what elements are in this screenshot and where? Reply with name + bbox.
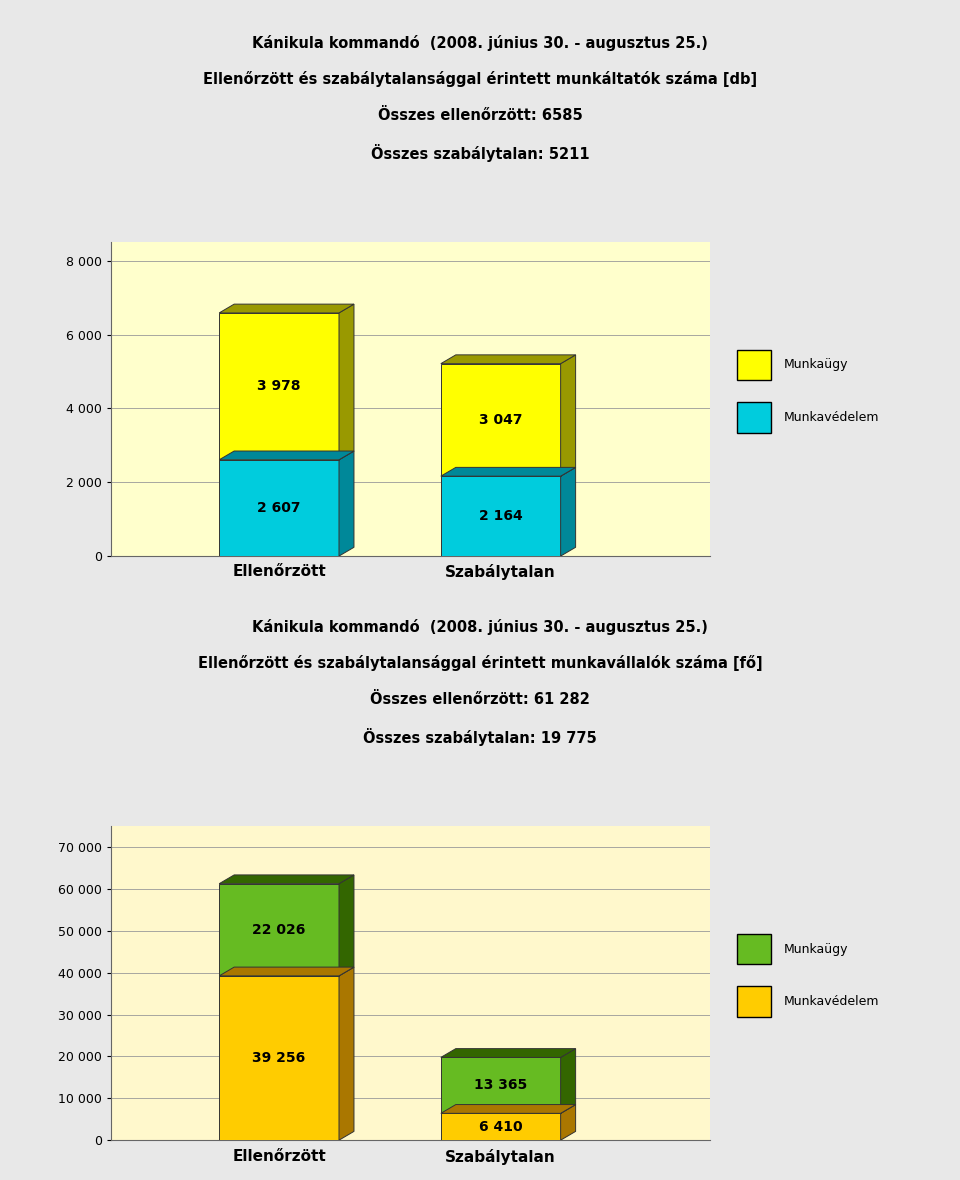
- Text: 6 410: 6 410: [479, 1120, 522, 1134]
- Text: Munkavédelem: Munkavédelem: [783, 411, 879, 424]
- Text: 2 607: 2 607: [257, 502, 300, 514]
- Polygon shape: [219, 451, 354, 460]
- Bar: [736, 933, 771, 964]
- Text: Munkaügy: Munkaügy: [783, 359, 849, 372]
- Bar: [736, 986, 771, 1017]
- Text: Kánikula kommandó  (2008. június 30. - augusztus 25.): Kánikula kommandó (2008. június 30. - au…: [252, 620, 708, 635]
- Text: Munkavédelem: Munkavédelem: [783, 995, 879, 1008]
- Polygon shape: [561, 355, 576, 477]
- Polygon shape: [339, 874, 354, 976]
- Polygon shape: [219, 304, 354, 313]
- Text: Munkaügy: Munkaügy: [783, 943, 849, 956]
- Polygon shape: [441, 355, 576, 363]
- Text: 22 026: 22 026: [252, 923, 306, 937]
- Text: Ellenőrzött és szabálytalansággal érintett munkáltatók száma [db]: Ellenőrzött és szabálytalansággal érinte…: [203, 71, 757, 87]
- Text: Összes ellenőrzött: 61 282: Összes ellenőrzött: 61 282: [370, 691, 590, 707]
- Polygon shape: [339, 304, 354, 460]
- Polygon shape: [219, 874, 354, 884]
- Text: 3 047: 3 047: [479, 413, 522, 427]
- Polygon shape: [339, 451, 354, 556]
- Polygon shape: [339, 968, 354, 1140]
- Bar: [736, 402, 771, 433]
- Polygon shape: [561, 1104, 576, 1140]
- Polygon shape: [441, 1104, 576, 1114]
- Text: 2 164: 2 164: [479, 509, 522, 523]
- Polygon shape: [441, 1049, 576, 1057]
- Text: Kánikula kommandó  (2008. június 30. - augusztus 25.): Kánikula kommandó (2008. június 30. - au…: [252, 34, 708, 51]
- Bar: [441, 477, 561, 556]
- Bar: [441, 363, 561, 477]
- Bar: [441, 1114, 561, 1140]
- Bar: [219, 976, 339, 1140]
- Text: 39 256: 39 256: [252, 1051, 305, 1066]
- Bar: [219, 460, 339, 556]
- Text: Összes szabálytalan: 5211: Összes szabálytalan: 5211: [371, 144, 589, 162]
- Bar: [219, 884, 339, 976]
- Bar: [736, 349, 771, 380]
- Polygon shape: [219, 968, 354, 976]
- Bar: [219, 313, 339, 460]
- Text: Összes szabálytalan: 19 775: Összes szabálytalan: 19 775: [363, 728, 597, 746]
- Polygon shape: [441, 467, 576, 477]
- Text: 3 978: 3 978: [257, 379, 300, 393]
- Polygon shape: [561, 467, 576, 556]
- Bar: [441, 1057, 561, 1114]
- Text: Összes ellenőrzött: 6585: Összes ellenőrzött: 6585: [377, 107, 583, 123]
- Polygon shape: [561, 1049, 576, 1114]
- Text: 13 365: 13 365: [474, 1079, 527, 1093]
- Text: Ellenőrzött és szabálytalansággal érintett munkavállalók száma [fő]: Ellenőrzött és szabálytalansággal érinte…: [198, 655, 762, 671]
